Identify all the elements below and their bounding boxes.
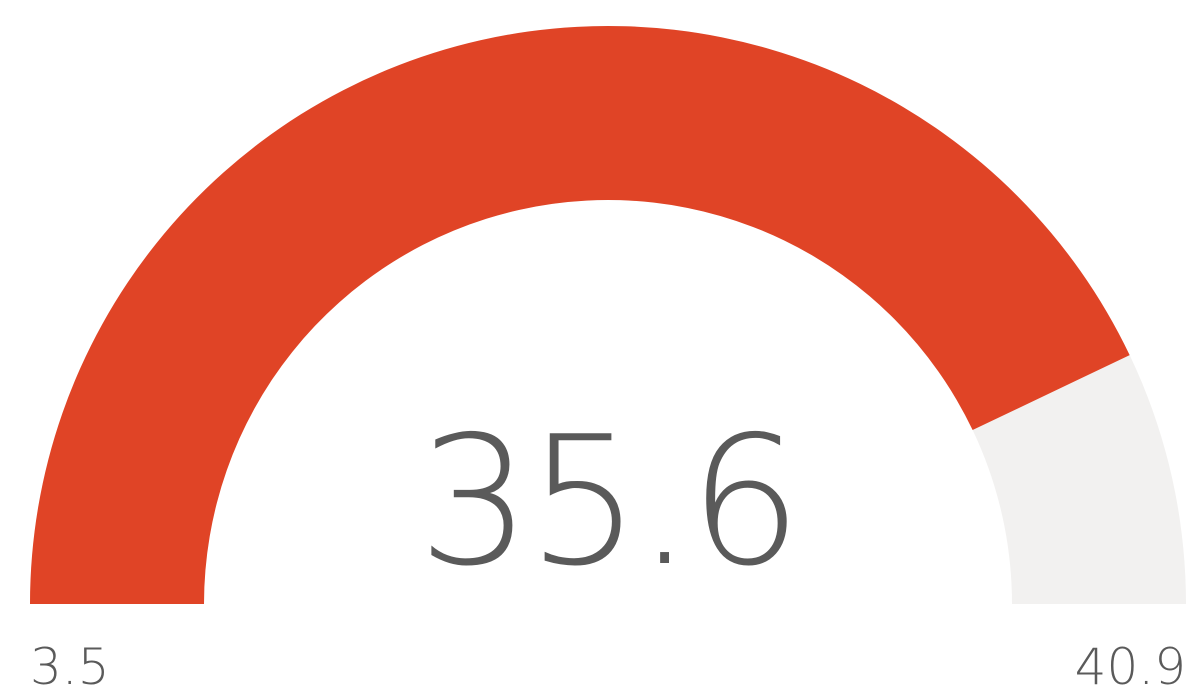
gauge-min-label: 3.5 <box>30 638 110 694</box>
gauge-value-arc <box>30 26 1130 604</box>
gauge-value-label: 35.6 <box>418 398 798 605</box>
gauge-max-label: 40.9 <box>1075 638 1186 694</box>
